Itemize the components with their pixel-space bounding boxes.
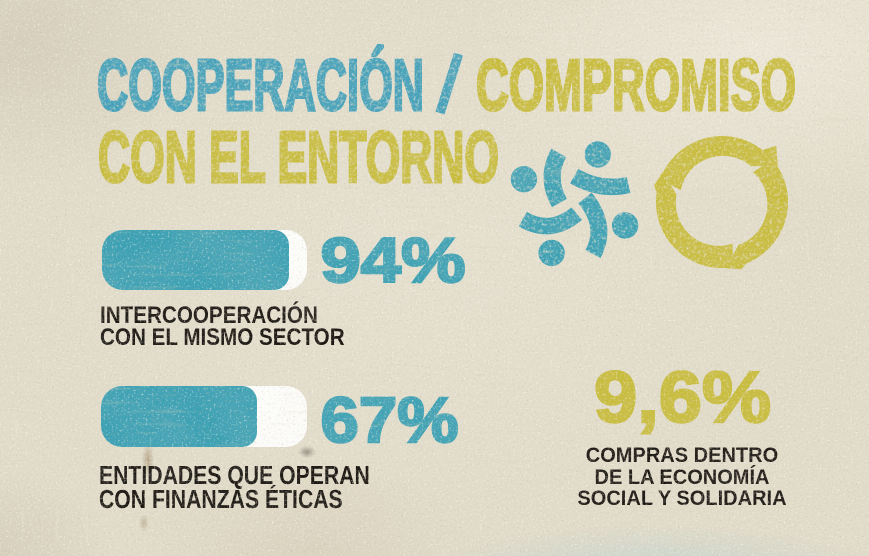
svg-text:94%: 94% (321, 226, 466, 296)
svg-text:CON EL ENTORNO: CON EL ENTORNO (98, 118, 499, 198)
svg-text:9,6%: 9,6% (594, 358, 771, 438)
svg-text:COMPROMISO: COMPROMISO (476, 46, 796, 126)
svg-text:COOPERACIÓN: COOPERACIÓN (97, 45, 424, 126)
svg-text:67%: 67% (321, 384, 459, 456)
